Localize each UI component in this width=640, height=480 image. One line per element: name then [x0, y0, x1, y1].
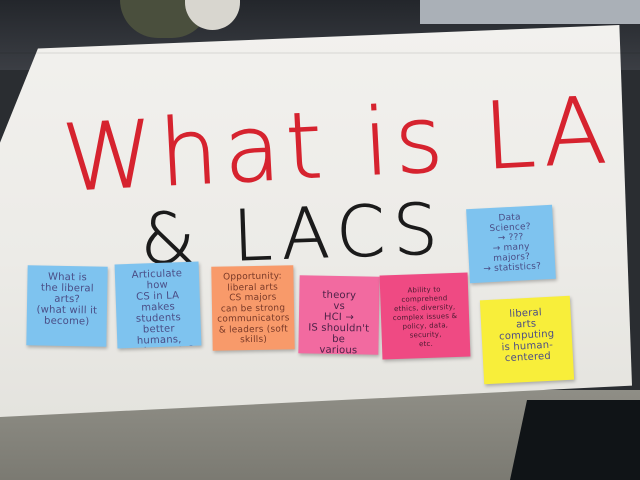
sticky-note-data-science: Data Science? → ??? → many majors? → sta… [466, 204, 556, 284]
background-table-edge [420, 0, 640, 24]
sticky-note-ethics: Ability to comprehend ethics, diversity,… [379, 272, 471, 360]
poster-fold-line [0, 52, 640, 54]
sticky-note-opportunity: Opportunity: liberal arts CS majors can … [211, 265, 295, 351]
poster-title-line2: & LACS [139, 188, 447, 281]
sticky-note-liberal-arts: What is the liberal arts? (what will it … [26, 265, 108, 347]
sticky-note-human-centered: liberal arts computing is human- centere… [479, 295, 575, 385]
sticky-note-theory-vs-hci: theory vs HCI → IS shouldn't be various [298, 275, 380, 355]
sticky-note-articulate: Articulate how CS in LA makes students b… [114, 261, 202, 349]
